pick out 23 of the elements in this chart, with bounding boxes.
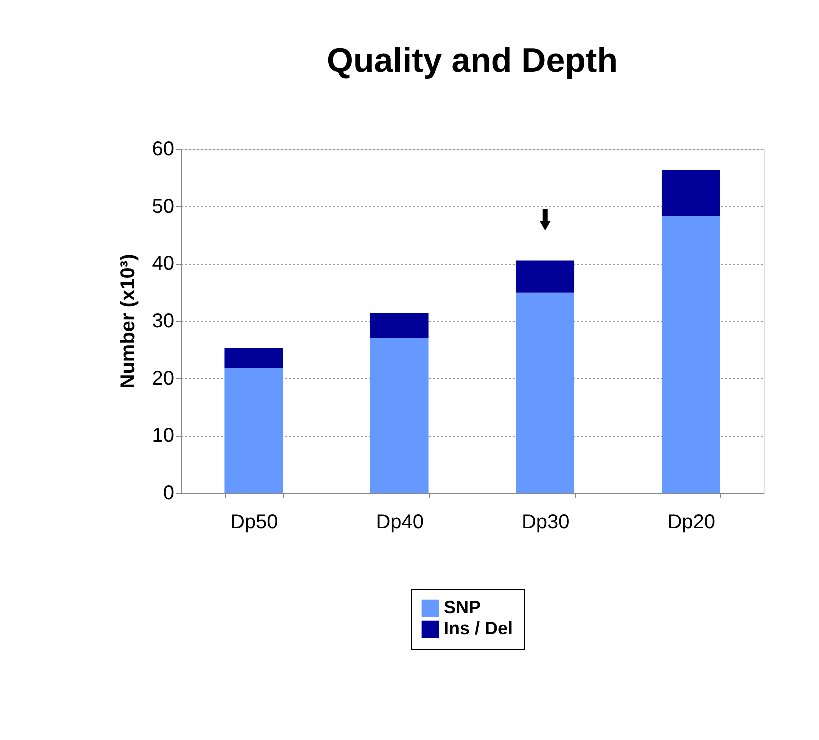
bar (224, 368, 284, 493)
bar (224, 348, 284, 368)
bar (516, 260, 575, 293)
y-tick-label: 50 (152, 196, 174, 218)
y-tick-label: 20 (152, 368, 174, 390)
bar (662, 216, 720, 493)
legend-label: Ins / Del (444, 618, 514, 638)
x-tick-label: Dp30 (522, 512, 570, 534)
x-tick-label: Dp20 (668, 512, 716, 534)
chart-title: Quality and Depth (327, 42, 618, 80)
y-axis-title: Number (x10³) (117, 254, 140, 389)
y-tick-label: 0 (163, 482, 174, 504)
x-tick-label: Dp40 (376, 512, 424, 534)
y-tick-label: 60 (152, 138, 174, 160)
y-tick-label: 30 (152, 310, 174, 332)
bar (662, 170, 720, 216)
x-tick-label: Dp50 (230, 512, 278, 534)
bar (370, 312, 429, 338)
bar (370, 338, 429, 493)
bar (516, 292, 575, 493)
y-tick-label: 10 (152, 425, 174, 448)
legend-label: SNP (444, 598, 482, 618)
y-tick-label: 40 (152, 253, 174, 276)
